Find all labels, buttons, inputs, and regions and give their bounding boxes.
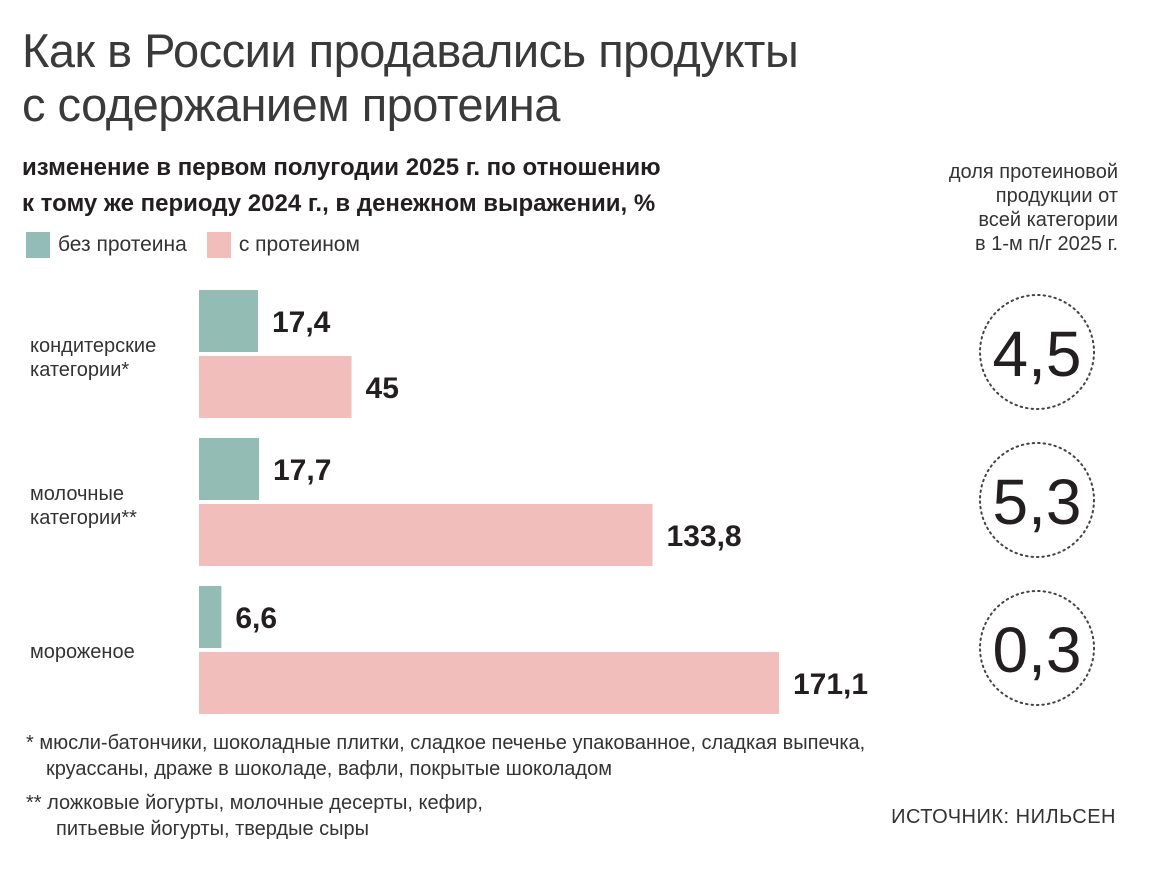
share-circle-2 (979, 590, 1095, 706)
legend-swatch-with-protein (206, 232, 231, 258)
footnote-1-line-1: * мюсли-батончики, шоколадные плитки, сл… (26, 732, 866, 754)
footnote-2: ** ложковые йогурты, молочные десерты, к… (26, 790, 483, 842)
footnote-2-line-1: ** ложковые йогурты, молочные десерты, к… (26, 792, 483, 814)
bar-value-label-without-0: 17,4 (272, 306, 331, 339)
share-value-1: 5,3 (993, 466, 1082, 538)
share-value-2: 0,3 (993, 614, 1082, 686)
title-line-1: Как в России продавались продукты (22, 24, 799, 77)
subtitle-line-1: изменение в первом полугодии 2025 г. по … (22, 154, 661, 181)
bar-with-protein-2 (199, 652, 779, 714)
category-label-line2-1: категории** (30, 507, 137, 529)
bar-value-label-with-1: 133,8 (667, 520, 742, 553)
category-label-2: мороженое (30, 641, 135, 663)
title-line-2: с содержанием протеина (22, 78, 560, 131)
share-title-line-2: продукции от (995, 185, 1118, 207)
bar-without-protein-0 (199, 290, 258, 352)
bar-without-protein-1 (199, 438, 259, 500)
footnote-2-line-2: питьевые йогурты, твердые сыры (56, 818, 370, 840)
category-label-line1-1: молочные (30, 483, 124, 505)
bar-value-label-without-2: 6,6 (235, 602, 277, 635)
legend-label-with-protein: с протеином (238, 233, 360, 256)
share-column-title: доля протеиновой продукции от всей катег… (858, 160, 1118, 256)
legend-swatch-without-protein (26, 232, 50, 258)
category-label-line2-0: категории* (30, 359, 129, 381)
legend: без протеина с протеином (26, 232, 380, 258)
bar-value-label-without-1: 17,7 (273, 454, 331, 487)
share-value-0: 4,5 (993, 318, 1082, 390)
category-label-line1-0: кондитерские (30, 335, 156, 357)
category-label-line1-2: мороженое (30, 641, 135, 663)
share-circle-1 (979, 442, 1095, 558)
footnote-1-line-2: круассаны, драже в шоколаде, вафли, покр… (46, 758, 612, 780)
bar-with-protein-0 (199, 356, 352, 418)
bar-with-protein-1 (199, 504, 653, 566)
bar-value-label-with-2: 171,1 (793, 668, 868, 701)
share-title-line-1: доля протеиновой (948, 161, 1118, 183)
footnote-1: * мюсли-батончики, шоколадные плитки, сл… (26, 730, 865, 782)
source-label: ИСТОЧНИК: НИЛЬСЕН (891, 806, 1116, 828)
chart-title: Как в России продавались продукты с соде… (22, 24, 799, 132)
share-title-line-4: в 1-м п/г 2025 г. (975, 233, 1118, 255)
legend-label-without-protein: без протеина (58, 233, 187, 256)
category-label-1: молочные категории** (30, 483, 137, 529)
bar-without-protein-2 (199, 586, 222, 648)
share-circle-0 (979, 294, 1095, 410)
legend-item-without-protein: без протеина (26, 232, 187, 258)
chart-subtitle: изменение в первом полугодии 2025 г. по … (22, 150, 661, 222)
legend-item-with-protein: с протеином (206, 232, 360, 258)
category-label-0: кондитерские категории* (30, 335, 156, 381)
subtitle-line-2: к тому же периоду 2024 г., в денежном вы… (22, 190, 656, 217)
share-title-line-3: всей категории (978, 209, 1118, 231)
bar-value-label-with-0: 45 (366, 372, 399, 405)
